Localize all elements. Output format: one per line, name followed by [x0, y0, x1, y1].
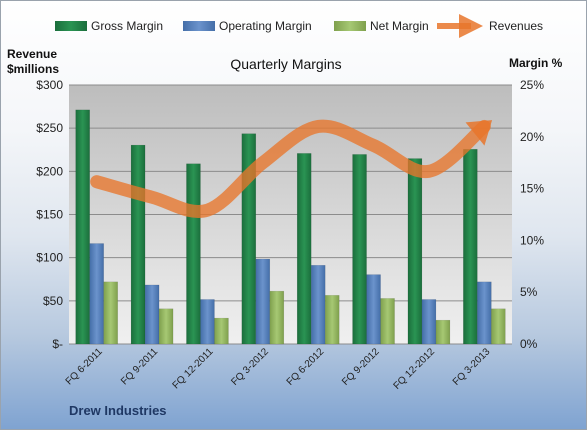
legend-label-operating-margin: Operating Margin [219, 19, 312, 33]
left-axis-tick-label: $100 [36, 251, 63, 265]
y-left-title-line2: $millions [7, 62, 59, 76]
right-axis-tick-label: 20% [520, 130, 544, 144]
bar-operating-margin [366, 274, 381, 345]
left-axis-tick-label: $150 [36, 208, 63, 222]
bar-gross-margin [407, 158, 423, 345]
bar-operating-margin [200, 299, 215, 345]
left-axis-tick-label: $200 [36, 164, 63, 178]
bar-gross-margin [130, 144, 146, 345]
right-axis-tick-label: 10% [520, 233, 544, 247]
right-axis-tick-label: 25% [520, 78, 544, 92]
legend: Gross Margin Operating Margin Net Margin… [55, 14, 543, 38]
category-label: FQ 6-2011 [64, 346, 105, 387]
legend-swatch-gross-margin [55, 21, 87, 31]
bar-gross-margin [186, 163, 201, 345]
left-axis-tick-label: $- [52, 337, 63, 351]
revenues-line [90, 119, 491, 218]
legend-label-net-margin: Net Margin [370, 19, 429, 33]
left-axis-tick-label: $300 [36, 78, 63, 92]
left-axis-tick-label: $250 [36, 121, 63, 135]
bar-operating-margin [310, 265, 326, 345]
legend-label-revenues: Revenues [489, 19, 543, 33]
category-label: FQ 3-2013 [451, 346, 493, 388]
category-label: FQ 12-2012 [392, 346, 438, 392]
bar-net-margin [491, 308, 506, 345]
bar-operating-margin [144, 284, 160, 345]
legend-swatch-net-margin [334, 21, 366, 31]
right-axis-tick-label: 0% [520, 337, 538, 351]
chart-title: Quarterly Margins [230, 56, 341, 72]
category-label: FQ 9-2011 [119, 346, 160, 387]
category-label: FQ 9-2012 [340, 346, 382, 388]
bar-gross-margin [296, 153, 312, 345]
bar-net-margin [103, 281, 118, 345]
bar-gross-margin [463, 148, 478, 345]
revenues-arrowhead [465, 120, 493, 146]
bar-gross-margin [75, 109, 90, 345]
bar-operating-margin [89, 243, 104, 345]
category-label: FQ 12-2011 [171, 346, 216, 391]
bar-net-margin [158, 308, 174, 345]
bar-operating-margin [255, 258, 271, 345]
right-axis-tick-label: 5% [520, 285, 538, 299]
company-label: Drew Industries [69, 403, 167, 418]
bar-net-margin [269, 290, 285, 345]
category-label: FQ 6-2012 [285, 346, 327, 388]
category-label: FQ 3-2012 [229, 346, 271, 388]
bar-gross-margin [352, 154, 367, 345]
y-right-title: Margin % [509, 56, 563, 70]
legend-swatch-operating-margin [183, 21, 215, 31]
right-axis-tick-label: 15% [520, 182, 544, 196]
bar-operating-margin [421, 299, 437, 345]
bar-net-margin [380, 298, 395, 345]
bar-net-margin [324, 295, 340, 345]
bar-net-margin [435, 319, 451, 345]
legend-label-gross-margin: Gross Margin [91, 19, 163, 33]
y-left-title-line1: Revenue [7, 47, 57, 61]
bar-net-margin [214, 317, 229, 345]
bar-operating-margin [477, 281, 492, 345]
left-axis-tick-label: $50 [43, 294, 63, 308]
